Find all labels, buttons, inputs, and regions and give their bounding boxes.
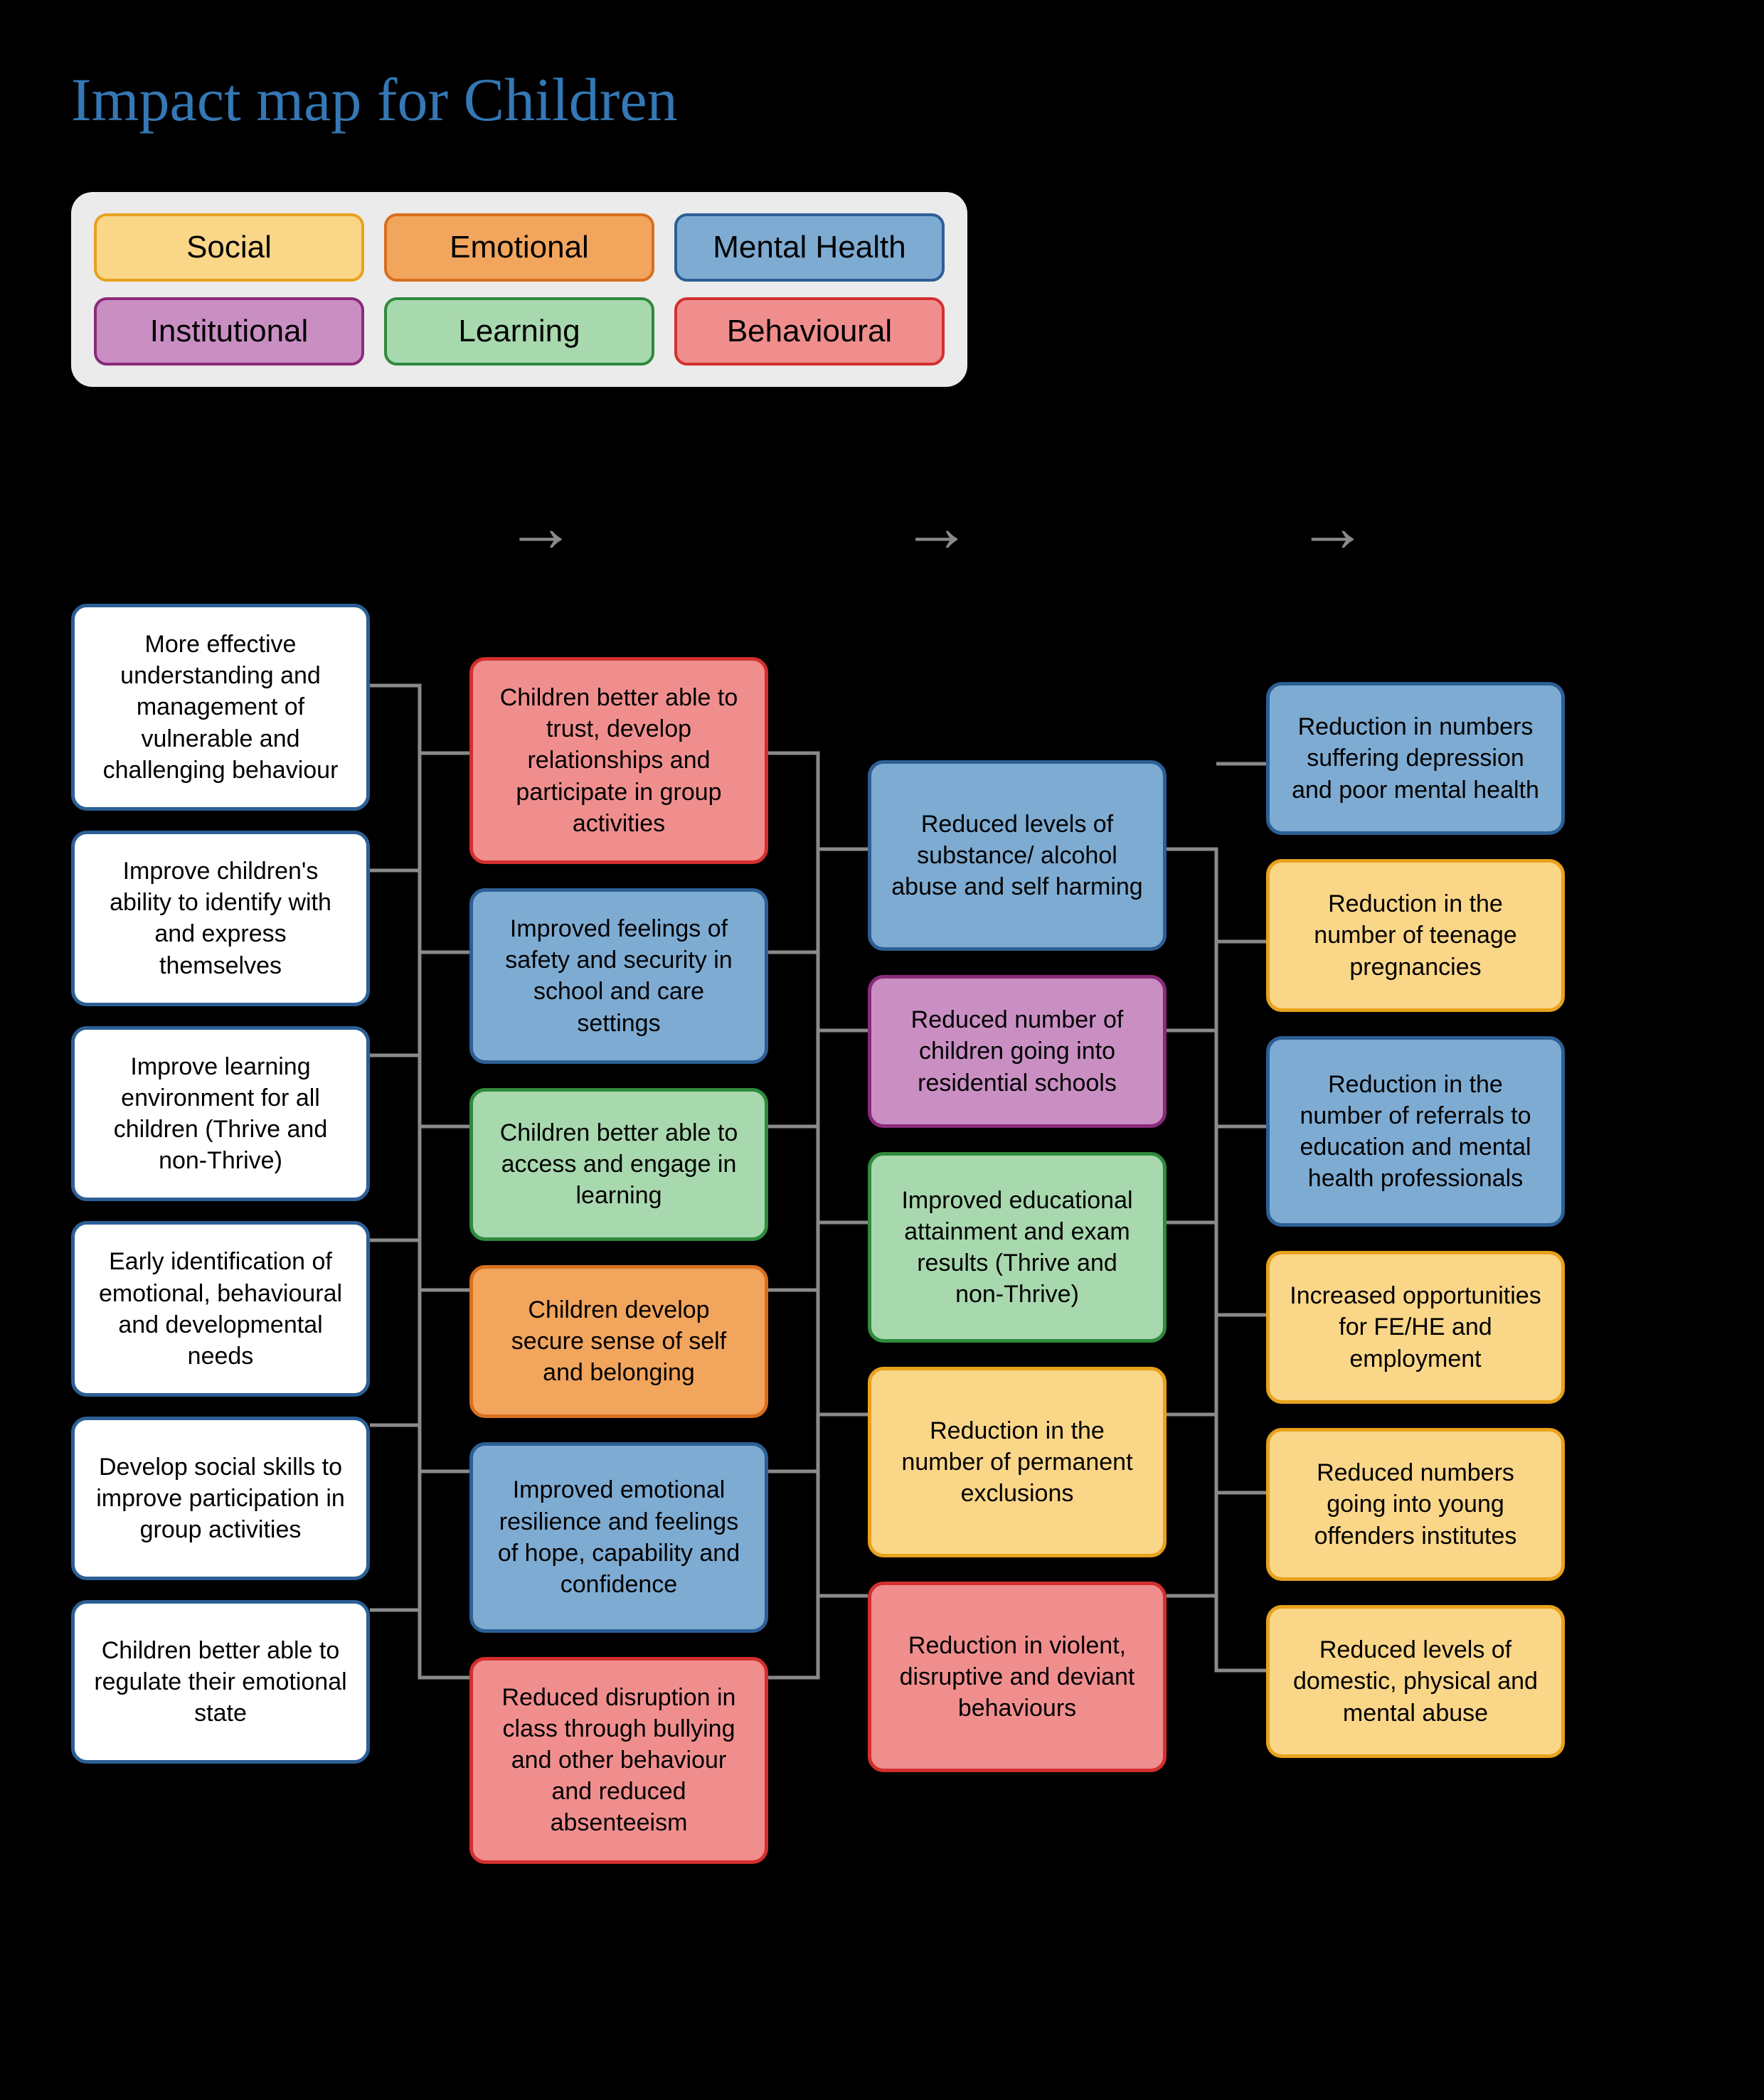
page-title: Impact map for Children — [71, 64, 1693, 135]
legend-panel: Social Emotional Mental Health Instituti… — [71, 192, 967, 387]
legend-mental-health: Mental Health — [674, 213, 945, 282]
flow-box: Children better able to access and engag… — [469, 1088, 768, 1241]
arrow-right-icon: → — [901, 486, 1297, 568]
flow-box: Improve learning environment for all chi… — [71, 1026, 370, 1202]
stage-3-column: Reduced levels of substance/ alcohol abu… — [868, 760, 1167, 1772]
flow-diagram: More effective understanding and managem… — [71, 604, 1693, 2026]
flow-box: Reduced disruption in class through bull… — [469, 1657, 768, 1864]
flow-box: Improved emotional resilience and feelin… — [469, 1442, 768, 1633]
flow-box: Reduced levels of substance/ alcohol abu… — [868, 760, 1167, 951]
flow-box: Reduction in the number of referrals to … — [1266, 1036, 1565, 1227]
flow-box: Develop social skills to improve partici… — [71, 1417, 370, 1580]
flow-box: Improved feelings of safety and security… — [469, 888, 768, 1064]
flow-box: Children develop secure sense of self an… — [469, 1265, 768, 1418]
legend-institutional: Institutional — [94, 297, 364, 366]
flow-box: Reduction in numbers suffering depressio… — [1266, 682, 1565, 835]
flow-box: More effective understanding and managem… — [71, 604, 370, 811]
legend-learning: Learning — [384, 297, 654, 366]
arrow-right-icon: → — [1297, 486, 1693, 568]
legend-behavioural: Behavioural — [674, 297, 945, 366]
flow-box: Reduced number of children going into re… — [868, 975, 1167, 1128]
legend-emotional: Emotional — [384, 213, 654, 282]
flow-box: Increased opportunities for FE/HE and em… — [1266, 1251, 1565, 1404]
flow-arrows: → → → — [71, 486, 1693, 568]
stage-4-column: Reduction in numbers suffering depressio… — [1266, 682, 1565, 1758]
flow-box: Reduction in the number of permanent exc… — [868, 1367, 1167, 1557]
flow-box: Reduction in violent, disruptive and dev… — [868, 1582, 1167, 1772]
flow-box: Reduced numbers going into young offende… — [1266, 1428, 1565, 1581]
stage-1-column: More effective understanding and managem… — [71, 604, 370, 1764]
arrow-right-icon: → — [505, 486, 901, 568]
flow-box: Early identification of emotional, behav… — [71, 1221, 370, 1397]
stage-2-column: Children better able to trust, develop r… — [469, 657, 768, 1864]
flow-box: Improved educational attainment and exam… — [868, 1152, 1167, 1343]
flow-box: Reduced levels of domestic, physical and… — [1266, 1605, 1565, 1758]
flow-box: Children better able to regulate their e… — [71, 1600, 370, 1764]
flow-box: Children better able to trust, develop r… — [469, 657, 768, 864]
legend-social: Social — [94, 213, 364, 282]
flow-box: Improve children's ability to identify w… — [71, 831, 370, 1006]
flow-box: Reduction in the number of teenage pregn… — [1266, 859, 1565, 1012]
